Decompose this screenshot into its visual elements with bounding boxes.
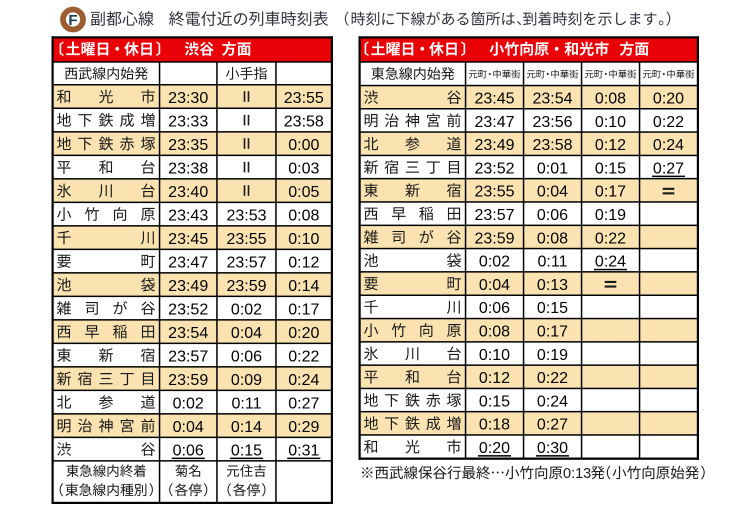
svg-text:0:09: 0:09: [231, 372, 262, 389]
svg-text:0:10: 0:10: [595, 114, 626, 131]
svg-text:23:55: 23:55: [284, 90, 324, 107]
svg-text:23:55: 23:55: [226, 231, 266, 248]
svg-text:0:27: 0:27: [653, 160, 684, 177]
svg-text:23:56: 23:56: [532, 114, 572, 131]
svg-text:23:35: 23:35: [168, 137, 208, 154]
svg-text:0:06: 0:06: [231, 348, 262, 365]
svg-text:0:27: 0:27: [288, 395, 319, 412]
svg-text:0:06: 0:06: [173, 442, 204, 459]
svg-text:23:40: 23:40: [168, 184, 208, 201]
svg-text:23:43: 23:43: [168, 207, 208, 224]
svg-text:0:03: 0:03: [288, 160, 319, 177]
svg-text:23:52: 23:52: [168, 301, 208, 318]
svg-text:0:11: 0:11: [232, 395, 262, 412]
svg-text:23:33: 23:33: [168, 113, 208, 130]
svg-text:0:10: 0:10: [479, 347, 510, 364]
svg-text:0:06: 0:06: [537, 207, 568, 224]
svg-text:0:17: 0:17: [288, 301, 319, 318]
svg-text:23:52: 23:52: [474, 160, 514, 177]
svg-text:F: F: [68, 12, 77, 29]
svg-text:0:05: 0:05: [288, 184, 319, 201]
svg-text:0:24: 0:24: [537, 393, 568, 410]
svg-text:23:55: 23:55: [474, 184, 514, 201]
svg-text:23:57: 23:57: [226, 254, 266, 271]
svg-text:0:14: 0:14: [288, 278, 319, 295]
svg-text:23:53: 23:53: [226, 207, 266, 224]
svg-text:23:57: 23:57: [168, 348, 208, 365]
svg-text:23:58: 23:58: [532, 137, 572, 154]
svg-text:0:00: 0:00: [288, 137, 319, 154]
svg-text:0:22: 0:22: [595, 230, 626, 247]
svg-text:0:24: 0:24: [288, 372, 319, 389]
svg-text:0:04: 0:04: [173, 419, 204, 436]
svg-text:0:27: 0:27: [537, 417, 568, 434]
svg-text:23:59: 23:59: [474, 230, 514, 247]
svg-text:23:45: 23:45: [168, 231, 208, 248]
svg-text:23:47: 23:47: [474, 114, 514, 131]
svg-text:0:12: 0:12: [479, 370, 510, 387]
svg-text:0:22: 0:22: [288, 348, 319, 365]
svg-text:0:12: 0:12: [288, 254, 319, 271]
svg-text:23:49: 23:49: [474, 137, 514, 154]
svg-text:0:24: 0:24: [653, 137, 684, 154]
svg-text:23:49: 23:49: [168, 278, 208, 295]
svg-text:23:59: 23:59: [226, 278, 266, 295]
svg-text:0:22: 0:22: [537, 370, 568, 387]
svg-text:0:08: 0:08: [537, 230, 568, 247]
svg-text:0:14: 0:14: [231, 419, 262, 436]
svg-text:0:11: 0:11: [538, 254, 568, 271]
svg-text:0:06: 0:06: [479, 300, 510, 317]
svg-text:0:19: 0:19: [537, 347, 568, 364]
svg-text:0:29: 0:29: [288, 419, 319, 436]
svg-text:0:30: 0:30: [537, 440, 568, 457]
svg-text:0:20: 0:20: [288, 325, 319, 342]
svg-text:0:10: 0:10: [288, 231, 319, 248]
svg-text:0:04: 0:04: [537, 184, 568, 201]
svg-text:23:59: 23:59: [168, 372, 208, 389]
svg-text:0:31: 0:31: [288, 442, 319, 459]
svg-text:0:24: 0:24: [595, 254, 626, 271]
svg-text:0:02: 0:02: [479, 254, 510, 271]
svg-text:0:15: 0:15: [537, 300, 568, 317]
svg-text:0:08: 0:08: [288, 207, 319, 224]
svg-text:0:04: 0:04: [479, 277, 510, 294]
svg-text:0:08: 0:08: [595, 91, 626, 108]
svg-text:23:58: 23:58: [284, 113, 324, 130]
svg-text:0:13: 0:13: [537, 277, 568, 294]
svg-text:0:20: 0:20: [653, 91, 684, 108]
svg-text:0:02: 0:02: [173, 395, 204, 412]
svg-text:23:30: 23:30: [168, 90, 208, 107]
svg-text:0:13: 0:13: [563, 466, 591, 482]
svg-text:23:47: 23:47: [168, 254, 208, 271]
svg-text:23:45: 23:45: [474, 91, 514, 108]
svg-text:0:15: 0:15: [479, 393, 510, 410]
svg-text:0:01: 0:01: [537, 160, 568, 177]
svg-text:0:15: 0:15: [595, 160, 626, 177]
svg-text:0:12: 0:12: [595, 137, 626, 154]
svg-text:0:19: 0:19: [595, 207, 626, 224]
svg-text:0:08: 0:08: [479, 323, 510, 340]
svg-text:0:17: 0:17: [595, 184, 626, 201]
svg-text:23:38: 23:38: [168, 160, 208, 177]
svg-text:0:17: 0:17: [537, 323, 568, 340]
svg-text:0:20: 0:20: [479, 440, 510, 457]
svg-text:23:54: 23:54: [168, 325, 208, 342]
svg-text:0:15: 0:15: [231, 442, 262, 459]
svg-text:23:54: 23:54: [532, 91, 572, 108]
svg-text:0:22: 0:22: [653, 114, 684, 131]
svg-text:23:57: 23:57: [474, 207, 514, 224]
svg-text:0:04: 0:04: [231, 325, 262, 342]
svg-text:0:02: 0:02: [231, 301, 262, 318]
svg-text:0:18: 0:18: [479, 417, 510, 434]
